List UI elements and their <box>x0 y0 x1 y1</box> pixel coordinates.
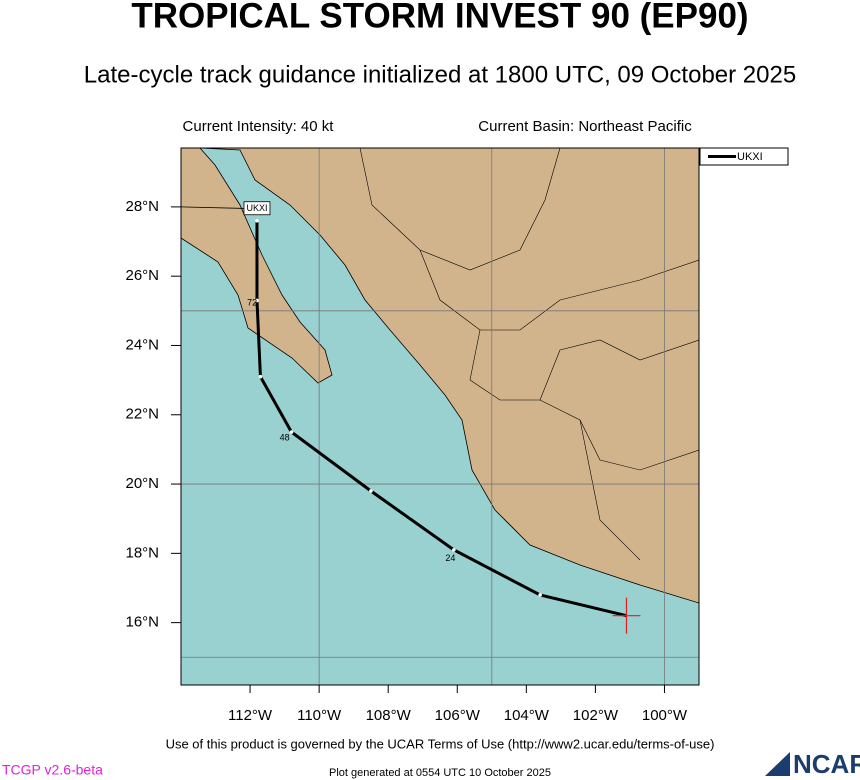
title: TROPICAL STORM INVEST 90 (EP90) <box>131 0 748 35</box>
track-point <box>255 218 259 223</box>
version: TCGP v2.6-beta <box>2 762 103 778</box>
logo-mark <box>765 752 790 776</box>
x-tick-label: 110°W <box>297 707 342 724</box>
grid <box>181 148 699 685</box>
generated: Plot generated at 0554 UTC 10 October 20… <box>329 767 551 779</box>
track-point <box>258 374 263 379</box>
x-tick-label: 100°W <box>642 707 688 724</box>
y-tick-label: 26°N <box>125 267 159 284</box>
x-tick-label: 106°W <box>435 707 481 724</box>
logo: NCAR <box>793 749 860 779</box>
borders <box>359 148 699 561</box>
hour-label: 24 <box>445 553 455 563</box>
y-tick-label: 16°N <box>125 614 159 631</box>
y-tick-label: 24°N <box>125 336 159 353</box>
x-tick-label: 112°W <box>228 707 273 724</box>
track-label-box <box>243 201 271 216</box>
map <box>181 148 699 685</box>
y-tick-label: 22°N <box>125 406 159 423</box>
ocean <box>181 148 699 685</box>
legend-label: UKXI <box>737 151 763 163</box>
track-point <box>289 430 294 434</box>
track-point <box>369 489 373 493</box>
y-tick-label: 18°N <box>125 544 159 561</box>
track <box>255 220 627 618</box>
x-tick-label: 104°W <box>504 707 550 724</box>
hour-label: 48 <box>280 433 290 443</box>
legend-box <box>699 147 789 166</box>
basin: Current Basin: Northeast Pacific <box>478 118 692 135</box>
frame <box>180 147 700 686</box>
y-tick-label: 20°N <box>125 475 159 492</box>
subtitle: Late-cycle track guidance initialized at… <box>84 61 796 88</box>
track-label: UKXI <box>246 203 267 213</box>
terms: Use of this product is governed by the U… <box>166 736 715 751</box>
x-tick-label: 108°W <box>366 707 412 724</box>
track-point <box>538 593 542 597</box>
track-point <box>452 548 456 552</box>
y-tick-label: 28°N <box>125 198 159 215</box>
x-tick-label: 102°W <box>573 707 619 724</box>
track-point <box>255 298 259 303</box>
hour-label: 72 <box>247 298 257 308</box>
intensity: Current Intensity: 40 kt <box>183 118 335 135</box>
